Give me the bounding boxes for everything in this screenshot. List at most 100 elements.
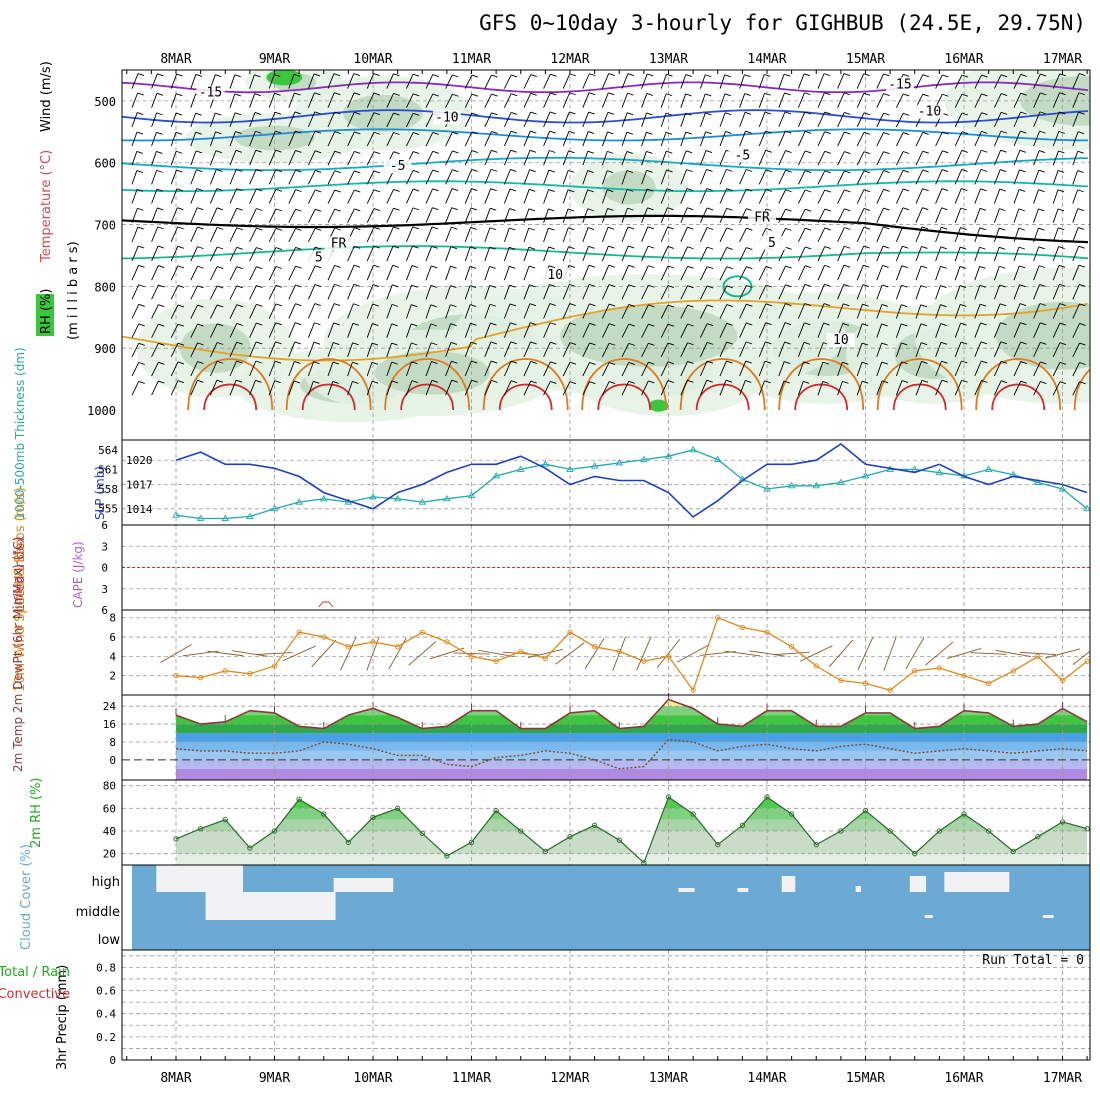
wind-barb-flag bbox=[313, 361, 320, 365]
wind-barb-flag bbox=[489, 266, 496, 269]
wind-barb-flag bbox=[587, 150, 594, 154]
wind-barb bbox=[797, 189, 806, 204]
wind-barb bbox=[249, 150, 257, 166]
wind-barb-flag bbox=[528, 227, 535, 231]
wind-barb-flag bbox=[411, 380, 419, 384]
wind-barb bbox=[405, 207, 414, 223]
wind-barb bbox=[151, 226, 159, 243]
wind-barb-flag bbox=[589, 73, 596, 77]
wind-barb-flag bbox=[667, 226, 674, 230]
wind-barb-flag bbox=[177, 304, 185, 308]
wind-barb bbox=[405, 170, 414, 185]
wind-barb bbox=[425, 93, 434, 108]
wind-barb-flag bbox=[333, 73, 341, 77]
contour-label: 10 bbox=[547, 268, 563, 283]
wind-barb-flag bbox=[177, 245, 184, 249]
wind-barb bbox=[1072, 111, 1079, 128]
wind-barb bbox=[739, 247, 747, 262]
wind-barb bbox=[386, 189, 394, 204]
wind-barb bbox=[954, 150, 963, 166]
wind-barb bbox=[641, 343, 649, 358]
wind-barb-flag bbox=[724, 93, 732, 97]
wind-barb-flag bbox=[687, 304, 694, 308]
wind-barb-flag bbox=[528, 265, 536, 269]
wind-barb-flag bbox=[705, 93, 712, 97]
wind-barb bbox=[386, 207, 394, 223]
wind-barb-flag bbox=[863, 131, 871, 135]
wind-barb bbox=[915, 132, 924, 147]
precip-border bbox=[121, 949, 1091, 1061]
wind-barb-flag bbox=[803, 73, 811, 77]
wind-barb bbox=[1013, 74, 1022, 89]
wind-barb bbox=[366, 170, 375, 185]
upper-y-tick-label: 1000 bbox=[87, 404, 116, 418]
wind-barb bbox=[484, 266, 491, 281]
wind-barb-flag bbox=[979, 265, 986, 269]
wind-barb bbox=[876, 73, 884, 89]
rh-line-marker bbox=[715, 841, 721, 848]
wind-barb bbox=[719, 266, 728, 281]
wind-barb-flag bbox=[138, 264, 145, 268]
wind-barb-flag bbox=[334, 265, 341, 268]
wind-barb-flag bbox=[431, 361, 438, 364]
wind-barb bbox=[503, 285, 510, 300]
wind-barb bbox=[1013, 169, 1020, 185]
wind-speed-line-marker bbox=[936, 665, 943, 671]
wind-barb-flag bbox=[706, 360, 714, 364]
wind-barb bbox=[856, 265, 864, 281]
wind-barb bbox=[699, 285, 708, 300]
wind-speed-line-marker bbox=[961, 673, 967, 679]
wind-barb-flag bbox=[980, 188, 987, 192]
wind-barb bbox=[856, 92, 865, 108]
wind-barb-flag bbox=[373, 226, 381, 230]
upper-y-tick-label: 500 bbox=[94, 95, 116, 109]
wind-barb bbox=[366, 73, 375, 89]
wind-barb bbox=[797, 303, 806, 319]
wind-barb-flag bbox=[136, 189, 144, 192]
wind-barb bbox=[405, 245, 413, 262]
wind-barb bbox=[190, 304, 198, 319]
wind-barb bbox=[601, 170, 608, 185]
wind-barb-flag bbox=[509, 208, 516, 211]
wind-barb bbox=[229, 266, 238, 281]
wind-barb bbox=[523, 169, 531, 185]
wind-barb bbox=[699, 207, 708, 223]
date-label-top: 16MAR bbox=[944, 52, 983, 67]
wind-barb bbox=[464, 150, 473, 166]
wind-barb-flag bbox=[902, 112, 910, 116]
wind-barb-flag bbox=[1020, 92, 1027, 96]
wind-barb bbox=[778, 361, 785, 377]
wind-barb-flag bbox=[587, 170, 594, 174]
wind-barb bbox=[268, 150, 277, 166]
wind-barb bbox=[739, 322, 747, 338]
thickness-line-marker bbox=[369, 493, 377, 500]
temperature-label: Temperature (°C) bbox=[39, 150, 54, 263]
wind-barb bbox=[699, 112, 706, 128]
wind-barb bbox=[797, 92, 805, 108]
wind-barb-flag bbox=[236, 188, 243, 192]
wind-barb bbox=[601, 343, 610, 358]
wind-barb bbox=[229, 112, 236, 128]
wind-barb-flag bbox=[295, 150, 302, 153]
wind-barb-flag bbox=[628, 323, 635, 327]
wind-barb-flag bbox=[922, 207, 929, 211]
wind-barb bbox=[876, 265, 884, 281]
wind-barb-flag bbox=[334, 227, 341, 231]
wind-barb bbox=[1072, 73, 1080, 89]
wind-barb bbox=[719, 112, 726, 128]
wind-barb bbox=[797, 228, 806, 243]
wind-barb-flag bbox=[451, 207, 458, 211]
contour-label-bg bbox=[757, 235, 786, 250]
wind-barb bbox=[680, 93, 687, 108]
wind-barb-flag bbox=[197, 246, 204, 250]
wind-barb-flag bbox=[568, 169, 575, 173]
wind-barb-flag bbox=[373, 112, 381, 116]
wind-barb-flag bbox=[529, 149, 537, 153]
wind-barb bbox=[582, 342, 590, 358]
rh-line-marker bbox=[542, 848, 549, 855]
wind-barb bbox=[347, 362, 353, 377]
wind-barb-flag bbox=[236, 322, 243, 326]
wind-barb-flag bbox=[235, 379, 243, 383]
surface-wind-barb bbox=[925, 641, 954, 666]
wind-barb-flag bbox=[587, 208, 594, 212]
